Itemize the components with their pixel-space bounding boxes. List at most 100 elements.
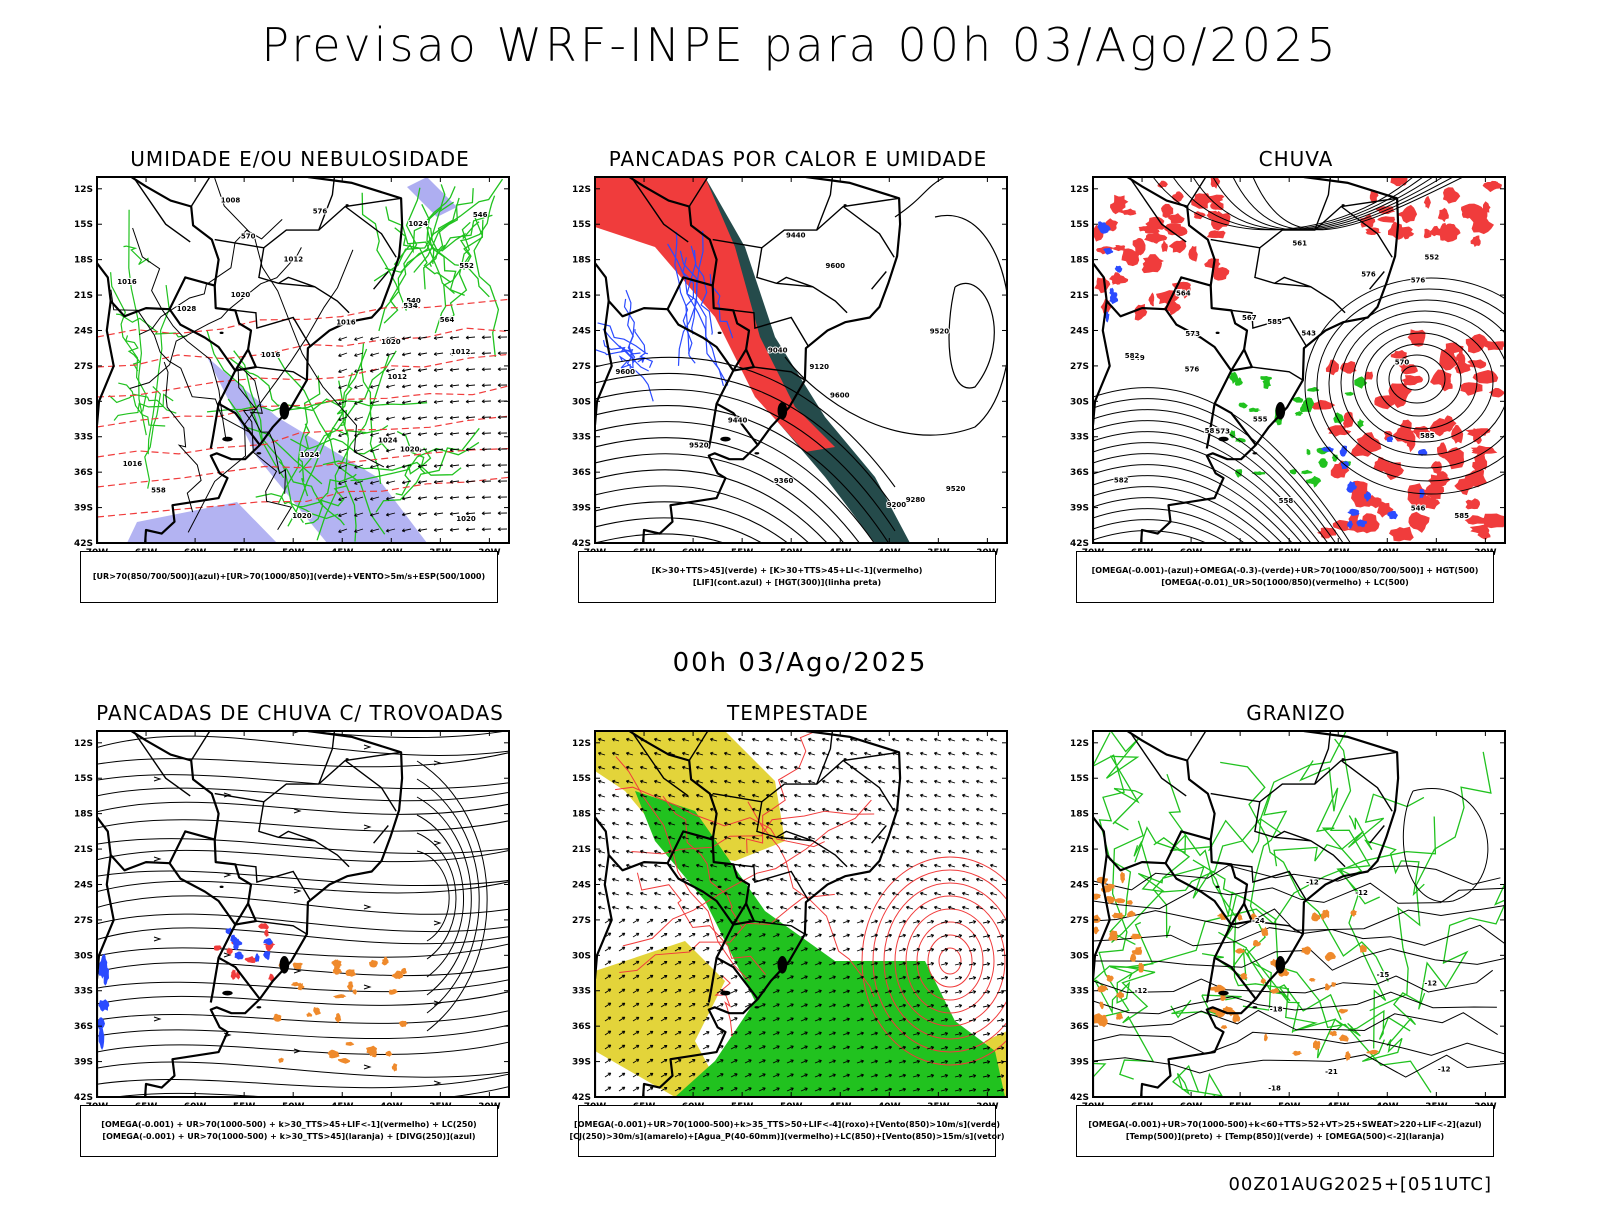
wind-vector — [814, 1059, 822, 1064]
wind-vector — [835, 821, 844, 826]
precipitable-water-contour-red — [746, 731, 815, 854]
contour-label: 9520 — [930, 327, 950, 335]
wind-vector — [433, 464, 444, 468]
wind-vector — [674, 1003, 682, 1008]
rain-cell-green — [1234, 377, 1243, 386]
wind-vector — [975, 737, 984, 742]
panel-legend: [OMEGA(-0.001)+UR>70(1000-500)+k>35_TTS>… — [569, 1105, 1005, 1157]
height-contour-black — [1093, 497, 1260, 543]
lake — [717, 331, 722, 335]
wind-vector — [417, 464, 428, 469]
wind-vector — [779, 737, 788, 742]
lat-tick-label: 18S — [1070, 256, 1089, 266]
wind-vector — [417, 528, 428, 533]
wind-vector — [765, 905, 774, 910]
storm-cell-red — [258, 923, 269, 930]
rain-cell-blue — [1347, 508, 1360, 516]
storm-cell-orange — [332, 968, 342, 975]
wind-vector — [863, 751, 872, 756]
wind-vector — [758, 1073, 766, 1078]
height-contour-black — [595, 485, 810, 543]
wind-vector — [912, 933, 921, 938]
contour-label: 534 — [403, 302, 418, 310]
rain-cell-red — [1141, 258, 1163, 274]
rain-cell-red — [1424, 482, 1445, 502]
rain-cell-red — [1445, 223, 1456, 232]
storm-cell-orange — [399, 1020, 408, 1028]
lat-tick-label: 21S — [1070, 291, 1089, 301]
wind-vector — [730, 961, 738, 966]
lake — [1215, 331, 1220, 335]
rain-cell-blue — [1109, 292, 1118, 300]
wind-vector — [370, 352, 380, 357]
rain-cell-red — [1408, 511, 1430, 533]
wind-vector — [618, 1086, 626, 1092]
rain-cell-red — [1465, 498, 1480, 510]
wind-vector — [716, 1031, 724, 1036]
wind-vector — [401, 464, 412, 469]
wind-vector — [660, 960, 668, 966]
wind-vector — [800, 1017, 808, 1022]
wind-vector — [632, 1072, 640, 1078]
wind-vector — [702, 1031, 710, 1036]
contour-label: 576 — [313, 207, 328, 215]
wind-vector — [884, 975, 893, 980]
wind-vector — [933, 849, 942, 854]
wind-vector — [481, 447, 492, 452]
wind-vector — [744, 1031, 752, 1036]
streamline-arrow — [433, 760, 442, 766]
contour-label: 9200 — [887, 501, 907, 509]
lake — [777, 401, 788, 420]
wind-vector — [660, 1072, 668, 1078]
wind-vector — [417, 512, 428, 517]
rain-cell-red — [1465, 428, 1491, 438]
lat-tick-label: 36S — [74, 1022, 93, 1032]
wind-vector — [884, 933, 893, 938]
wind-vector — [821, 793, 830, 798]
storm-cell-red — [226, 947, 233, 955]
wind-vector — [954, 1046, 963, 1050]
wind-vector — [354, 528, 364, 533]
wind-vector — [709, 905, 718, 910]
wind-vector — [975, 905, 984, 910]
temp850-contour-green — [1417, 881, 1505, 1010]
wind-vector — [807, 751, 816, 756]
wind-vector — [968, 920, 977, 924]
rain-cell-red — [1390, 350, 1407, 360]
wind-vector — [814, 919, 822, 924]
wind-vector — [989, 737, 998, 742]
wind-vector — [919, 849, 928, 854]
wind-vector — [821, 849, 830, 854]
lat-tick-label: 12S — [572, 739, 591, 749]
thickness-contour-red — [97, 448, 509, 488]
height-contour-black — [1093, 453, 1303, 543]
height-contour-black — [1316, 288, 1505, 482]
wind-vector — [611, 821, 620, 826]
contour-label: 1012 — [451, 348, 471, 356]
wind-vector — [961, 835, 970, 840]
wind-vector — [660, 1016, 668, 1022]
wind-vector — [385, 368, 396, 373]
wind-vector — [772, 1059, 780, 1064]
wind-vector — [807, 807, 816, 812]
wind-vector — [667, 793, 676, 798]
rain-cell-red — [1161, 203, 1174, 218]
lat-tick-label: 30S — [572, 397, 591, 407]
contour-label: -12 — [1438, 1065, 1451, 1073]
wind-vector — [481, 495, 492, 500]
wind-vector — [821, 891, 830, 896]
wind-vector — [370, 384, 380, 389]
wind-vector — [947, 751, 956, 756]
wind-vector — [653, 737, 662, 742]
instability-area-darkgreen — [695, 177, 910, 543]
wind-vector — [433, 528, 444, 532]
lat-tick-label: 24S — [74, 326, 93, 336]
omega-cell-orange — [1116, 1012, 1124, 1020]
state-border — [344, 205, 397, 258]
panel-legend: [K>30+TTS>45](verde) + [K>30+TTS>45+LI<-… — [578, 551, 996, 603]
wind-vector — [433, 368, 444, 372]
wind-vector — [674, 919, 682, 924]
wind-vector — [877, 877, 886, 882]
wind-vector — [954, 1088, 963, 1092]
wind-vector — [653, 835, 662, 840]
